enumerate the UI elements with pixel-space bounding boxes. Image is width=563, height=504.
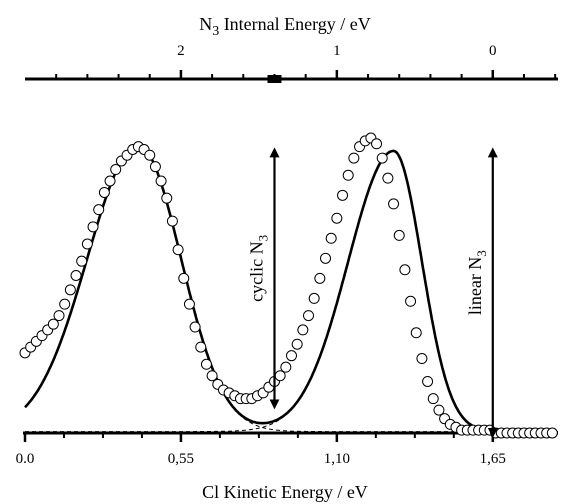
data-point bbox=[161, 192, 173, 204]
data-point bbox=[427, 393, 439, 405]
data-point bbox=[93, 204, 105, 216]
data-point bbox=[87, 221, 99, 233]
data-point bbox=[337, 189, 349, 201]
bottom-tick-label: 0.0 bbox=[16, 451, 35, 467]
bottom-tick-label: 1,10 bbox=[324, 451, 350, 467]
data-point bbox=[291, 338, 303, 350]
data-point bbox=[348, 152, 360, 164]
data-point bbox=[286, 350, 297, 362]
data-point bbox=[297, 324, 309, 336]
data-point bbox=[206, 370, 218, 382]
top-axis-title: N3 Internal Energy / eV bbox=[199, 14, 371, 39]
data-point bbox=[195, 341, 207, 353]
data-point bbox=[320, 252, 332, 264]
bottom-axis-title: Cl Kinetic Energy / eV bbox=[202, 482, 368, 502]
data-point bbox=[410, 327, 422, 339]
data-point bbox=[274, 370, 286, 382]
data-point bbox=[104, 175, 116, 187]
data-point bbox=[144, 149, 156, 161]
energy-arrows: cyclic N3 linear N3 bbox=[246, 147, 498, 438]
bottom-tick-label: 1,65 bbox=[480, 451, 506, 467]
data-point bbox=[382, 172, 394, 184]
top-tick-label: 0 bbox=[489, 43, 497, 59]
data-point bbox=[416, 353, 428, 365]
data-point bbox=[422, 375, 434, 387]
data-point bbox=[53, 310, 65, 322]
data-points bbox=[19, 132, 558, 439]
top-tick-label: 1 bbox=[333, 43, 341, 59]
data-point bbox=[59, 298, 71, 310]
data-point bbox=[342, 169, 354, 181]
data-point bbox=[314, 272, 326, 284]
data-point bbox=[155, 175, 167, 187]
data-point bbox=[64, 284, 76, 296]
energy-marker bbox=[267, 75, 282, 83]
data-point bbox=[166, 215, 178, 227]
data-point bbox=[183, 298, 195, 310]
data-point bbox=[149, 161, 161, 173]
data-point bbox=[178, 272, 190, 284]
arrow-label-2: linear N3 bbox=[465, 250, 489, 315]
data-point bbox=[76, 255, 88, 267]
data-point bbox=[110, 164, 122, 176]
bottom-tick-label: 0,55 bbox=[168, 451, 194, 467]
data-point bbox=[172, 244, 184, 256]
data-point bbox=[546, 427, 558, 439]
data-point bbox=[308, 292, 320, 304]
data-point bbox=[98, 186, 110, 198]
data-point bbox=[393, 229, 405, 241]
data-point bbox=[371, 138, 383, 150]
top-axis: 2 1 0 bbox=[25, 43, 558, 81]
data-point bbox=[47, 318, 59, 330]
data-point bbox=[70, 270, 82, 281]
data-point bbox=[81, 238, 93, 250]
data-point bbox=[280, 361, 292, 373]
data-point bbox=[189, 321, 201, 333]
data-point bbox=[405, 295, 417, 307]
data-point bbox=[200, 358, 212, 370]
data-point bbox=[303, 310, 315, 322]
data-point bbox=[399, 264, 411, 276]
data-point bbox=[331, 212, 343, 224]
data-point bbox=[325, 232, 337, 244]
data-point bbox=[433, 404, 445, 416]
data-point bbox=[376, 152, 388, 164]
top-tick-label: 2 bbox=[177, 43, 185, 59]
arrow-label-1: cyclic N3 bbox=[246, 235, 270, 302]
data-point bbox=[388, 198, 400, 210]
bottom-axis: 0.0 0,55 1,10 1,65 bbox=[16, 431, 558, 467]
